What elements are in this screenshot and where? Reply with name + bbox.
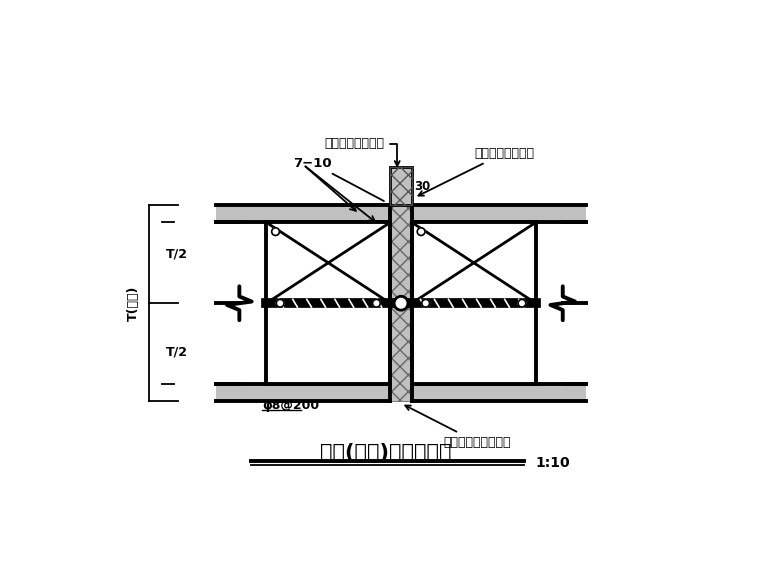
Bar	[266, 303, 391, 384]
Circle shape	[518, 299, 526, 307]
Bar	[412, 303, 536, 384]
Bar	[217, 205, 391, 222]
Text: φ8@200: φ8@200	[262, 399, 319, 412]
Text: 聚乙烯发泡填缝板: 聚乙烯发泡填缝板	[325, 137, 400, 166]
Text: 底板(顶板)变形缝详图: 底板(顶板)变形缝详图	[320, 443, 451, 463]
Text: T/2: T/2	[166, 345, 188, 359]
Bar	[266, 222, 391, 303]
Text: 底板时该处无密封胶: 底板时该处无密封胶	[405, 405, 511, 449]
Text: 双组份聚硫密封胶: 双组份聚硫密封胶	[419, 146, 534, 196]
Bar	[391, 167, 412, 205]
Circle shape	[271, 228, 280, 235]
Bar	[412, 384, 586, 401]
Text: 7−10: 7−10	[293, 157, 384, 201]
Bar	[391, 205, 412, 401]
Text: T(板厚): T(板厚)	[128, 286, 141, 321]
Circle shape	[277, 299, 284, 307]
Bar	[412, 222, 536, 303]
Circle shape	[422, 299, 429, 307]
Circle shape	[372, 299, 380, 307]
Circle shape	[394, 296, 408, 310]
Bar	[391, 167, 412, 205]
Bar	[391, 205, 412, 401]
Text: 30: 30	[414, 180, 430, 193]
Text: T/2: T/2	[166, 248, 188, 261]
Circle shape	[417, 228, 425, 235]
Text: 1:10: 1:10	[536, 457, 571, 470]
Bar	[217, 384, 391, 401]
Bar	[412, 205, 586, 222]
